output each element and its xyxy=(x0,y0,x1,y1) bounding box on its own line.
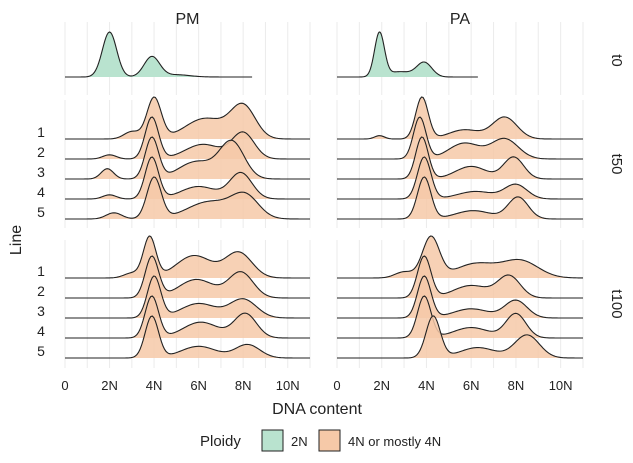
ridge-line-pa-t50-line-3 xyxy=(337,136,583,180)
line-label: 4 xyxy=(37,184,45,200)
ridge-area-pm-t50-line-3 xyxy=(65,137,310,179)
ridge-area-pm-t100-line-3 xyxy=(65,276,310,318)
legend-key-4n xyxy=(318,429,341,452)
panel-pa-t100 xyxy=(336,235,584,368)
ridge-area-pm-t100-line-2 xyxy=(65,256,310,298)
column-strip-pa: PA xyxy=(450,11,470,28)
x-tick-label: 4N xyxy=(418,378,435,393)
facet-strips: PM PA t0 t50 t100 xyxy=(176,11,626,319)
x-tick-label: 2N xyxy=(373,378,390,393)
x-tick-label: 6N xyxy=(463,378,480,393)
row-strip-t0: t0 xyxy=(608,54,625,67)
ridge-area-pa-t50-line-3 xyxy=(337,137,583,179)
legend-label-2n: 2N xyxy=(291,434,308,449)
x-axis-title: DNA content xyxy=(272,401,362,418)
x-tick-label: 10N xyxy=(276,378,300,393)
panel-pm-t50 xyxy=(64,96,311,228)
ridge-area-pm-t50-line-2 xyxy=(65,117,310,159)
ridge-area-pa-t50-line-4 xyxy=(337,157,583,199)
line-label: 2 xyxy=(37,283,45,299)
legend: Ploidy 2N 4N or mostly 4N xyxy=(200,429,441,452)
ridge-area-pa-t50-line-1 xyxy=(337,97,583,139)
panel-pm-t0 xyxy=(64,22,311,95)
ridge-area-pm-t50-line-1 xyxy=(65,97,310,139)
line-label: 1 xyxy=(37,263,45,279)
ridge-area-pm-t50-line-5 xyxy=(65,177,310,219)
ridge-area-pa-t50-line-5 xyxy=(337,177,583,219)
x-tick-label: 8N xyxy=(235,378,252,393)
legend-title: Ploidy xyxy=(200,433,241,450)
row-strip-t100: t100 xyxy=(608,289,625,318)
line-label: 1 xyxy=(37,124,45,140)
ridge-line-pa-t0-line-base xyxy=(337,31,478,78)
line-label: 4 xyxy=(37,323,45,339)
ridge-line-pm-t100-line-5 xyxy=(65,315,310,359)
ridge-area-pa-t100-line-5 xyxy=(337,316,583,358)
ridge-line-pa-t100-line-2 xyxy=(337,255,583,299)
ridge-area-pa-t100-line-4 xyxy=(337,296,583,338)
ridge-line-pm-t100-line-1 xyxy=(65,235,310,279)
ridge-line-pm-t50-line-5 xyxy=(65,176,310,220)
panel-pa-t0 xyxy=(336,22,584,95)
ridge-area-pm-t0-line-base xyxy=(65,32,253,77)
ridge-line-pm-t0-line-base xyxy=(65,31,253,78)
ridge-line-pa-t50-line-5 xyxy=(337,176,583,220)
row-strip-t50: t50 xyxy=(608,154,625,175)
ridge-line-pm-t50-line-4 xyxy=(65,156,310,200)
legend-key-2n xyxy=(261,429,284,452)
ridge-area-pm-t50-line-4 xyxy=(65,157,310,199)
ridge-area-pa-t50-line-2 xyxy=(337,117,583,159)
line-labels: 1 2 3 4 5 1 2 3 4 5 xyxy=(37,124,45,359)
x-tick-label: 4N xyxy=(146,378,163,393)
ridge-area-pm-t100-line-5 xyxy=(65,316,310,358)
line-label: 5 xyxy=(37,204,45,220)
ridge-line-pm-t100-line-4 xyxy=(65,295,310,339)
facet-panels xyxy=(64,22,584,368)
ridge-area-pa-t100-line-3 xyxy=(337,276,583,318)
line-label: 5 xyxy=(37,343,45,359)
x-tick-label: 10N xyxy=(549,378,573,393)
line-label: 3 xyxy=(37,164,45,180)
x-tick-label: 6N xyxy=(190,378,207,393)
ridge-area-pm-t100-line-4 xyxy=(65,296,310,338)
panel-pa-t50 xyxy=(336,96,584,228)
x-axes: 0 2N 4N 6N 8N 10N 0 2N 4N 6N 8N 10N xyxy=(61,378,572,393)
ridge-line-pm-t100-line-3 xyxy=(65,275,310,319)
line-label: 2 xyxy=(37,144,45,160)
panel-pm-t100 xyxy=(64,235,311,368)
x-tick-label: 0 xyxy=(61,378,68,393)
ridge-line-pa-t50-line-1 xyxy=(337,96,583,140)
ridge-area-pa-t100-line-1 xyxy=(337,236,583,278)
ridge-area-pa-t0-line-base xyxy=(337,32,478,77)
x-tick-label: 2N xyxy=(101,378,118,393)
ridge-line-pm-t50-line-2 xyxy=(65,116,310,160)
ridge-area-pa-t100-line-2 xyxy=(337,256,583,298)
ridge-line-pa-t100-line-3 xyxy=(337,275,583,319)
ridge-area-pm-t100-line-1 xyxy=(65,236,310,278)
x-tick-label: 8N xyxy=(508,378,525,393)
ridge-line-pm-t50-line-3 xyxy=(65,136,310,180)
y-axis-title: Line xyxy=(8,225,25,255)
column-strip-pm: PM xyxy=(176,11,200,28)
ridge-line-pm-t100-line-2 xyxy=(65,255,310,299)
ridge-line-pa-t50-line-2 xyxy=(337,116,583,160)
legend-label-4n: 4N or mostly 4N xyxy=(348,434,441,449)
ridge-line-pa-t50-line-4 xyxy=(337,156,583,200)
x-tick-label: 0 xyxy=(333,378,340,393)
ridge-line-pa-t100-line-1 xyxy=(337,235,584,279)
line-label: 3 xyxy=(37,303,45,319)
ridge-line-pm-t50-line-1 xyxy=(65,96,310,140)
ridge-line-pa-t100-line-5 xyxy=(337,315,583,359)
ridge-line-pa-t100-line-4 xyxy=(337,295,583,339)
